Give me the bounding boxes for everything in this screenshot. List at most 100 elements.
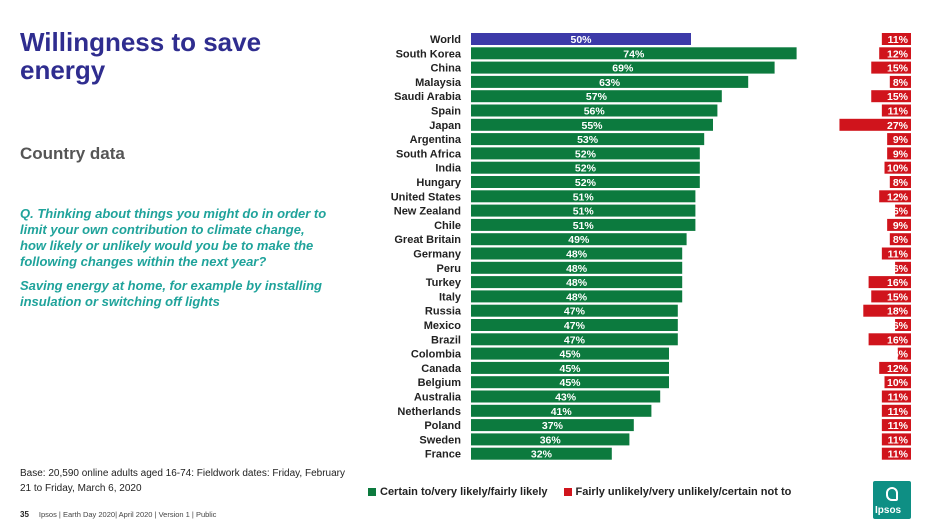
value-label-unlikely-south-africa: 9%: [893, 148, 909, 160]
question-item: Saving energy at home, for example by in…: [20, 278, 322, 309]
bar-likely-mexico: [471, 319, 678, 331]
chart-legend: Certain to/very likely/fairly likely Fai…: [368, 486, 791, 498]
value-label-likely-canada: 45%: [559, 363, 581, 375]
bar-unlikely-australia: [881, 390, 911, 403]
category-label-italy: Italy: [439, 291, 462, 303]
bar-likely-chile: [471, 218, 696, 231]
bar-likely-colombia: [471, 347, 669, 360]
category-label-russia: Russia: [425, 306, 462, 318]
value-label-likely-south-korea: 74%: [623, 48, 645, 60]
value-label-unlikely-sweden: 11%: [888, 434, 909, 446]
value-label-unlikely-russia: 18%: [887, 306, 909, 318]
legend-item-unlikely: Fairly unlikely/very unlikely/certain no…: [563, 486, 792, 498]
bar-likely-china: [471, 61, 775, 74]
bar-likely-netherlands: [471, 404, 652, 417]
bar-unlikely-netherlands: [881, 404, 911, 417]
value-label-likely-china: 69%: [612, 63, 634, 75]
bar-likely-south-korea: [471, 47, 797, 60]
value-label-unlikely-germany: 11%: [888, 249, 909, 261]
bar-unlikely-saudi-arabia: [871, 90, 911, 103]
value-label-likely-spain: 56%: [584, 106, 606, 118]
legend-swatch-unlikely: [563, 488, 572, 496]
footer: 35 Ipsos | Earth Day 2020| April 2020 | …: [20, 510, 216, 519]
category-label-malaysia: Malaysia: [415, 77, 462, 89]
bar-unlikely-russia: [863, 304, 911, 317]
value-label-unlikely-poland: 11%: [888, 420, 909, 432]
bar-unlikely-south-africa: [887, 147, 911, 160]
value-label-unlikely-belgium: 10%: [887, 377, 909, 389]
value-label-unlikely-malaysia: 8%: [893, 77, 909, 89]
value-label-likely-belgium: 45%: [559, 377, 581, 389]
bar-likely-argentina: [471, 133, 705, 146]
bar-unlikely-peru: [895, 261, 911, 274]
value-label-likely-france: 32%: [531, 449, 553, 461]
bar-unlikely-brazil: [868, 333, 911, 346]
value-label-likely-russia: 47%: [564, 306, 586, 318]
value-label-unlikely-spain: 11%: [888, 106, 909, 118]
value-label-unlikely-world: 11%: [888, 34, 909, 46]
bar-unlikely-mexico: [895, 319, 911, 331]
value-label-unlikely-saudi-arabia: 15%: [887, 91, 909, 103]
question-text: Q. Thinking about things you might do in…: [20, 206, 327, 269]
category-label-belgium: Belgium: [418, 377, 462, 389]
bar-unlikely-sweden: [881, 433, 911, 446]
category-label-new-zealand: New Zealand: [394, 206, 461, 218]
bar-unlikely-canada: [879, 361, 911, 374]
page-subtitle: Country data: [20, 144, 125, 163]
bar-likely-spain: [471, 104, 718, 117]
value-label-likely-chile: 51%: [573, 220, 595, 232]
value-label-unlikely-south-korea: 12%: [887, 48, 909, 60]
bar-likely-new-zealand: [471, 204, 696, 217]
value-label-likely-australia: 43%: [555, 392, 577, 404]
category-label-spain: Spain: [431, 106, 461, 118]
bar-likely-germany: [471, 247, 683, 260]
value-label-likely-netherlands: 41%: [551, 406, 573, 418]
value-label-unlikely-china: 15%: [887, 63, 909, 75]
category-label-colombia: Colombia: [411, 349, 462, 361]
value-label-likely-world: 50%: [570, 34, 592, 46]
value-label-unlikely-great-britain: 8%: [893, 234, 909, 246]
bar-likely-japan: [471, 118, 713, 131]
bar-unlikely-japan: [839, 118, 911, 131]
value-label-likely-india: 52%: [575, 163, 597, 175]
category-label-australia: Australia: [414, 392, 462, 404]
page-title: Willingness to save energy: [20, 27, 262, 85]
value-label-unlikely-japan: 27%: [887, 120, 909, 132]
value-label-likely-brazil: 47%: [564, 334, 586, 346]
bar-likely-south-africa: [471, 147, 700, 160]
bar-likely-poland: [471, 419, 634, 432]
value-label-unlikely-australia: 11%: [888, 392, 909, 404]
value-label-likely-saudi-arabia: 57%: [586, 91, 608, 103]
category-label-south-africa: South Africa: [396, 148, 462, 160]
category-label-brazil: Brazil: [431, 334, 461, 346]
category-label-netherlands: Netherlands: [397, 406, 461, 418]
bar-unlikely-new-zealand: [895, 204, 911, 217]
value-label-unlikely-chile: 9%: [893, 220, 909, 232]
value-label-likely-sweden: 36%: [540, 434, 562, 446]
bar-unlikely-chile: [887, 218, 911, 231]
bar-unlikely-colombia: [897, 347, 911, 360]
category-label-china: China: [430, 63, 461, 75]
value-label-unlikely-turkey: 16%: [887, 277, 909, 289]
value-label-likely-south-africa: 52%: [575, 148, 597, 160]
category-label-united-states: United States: [391, 191, 461, 203]
bar-unlikely-hungary: [889, 176, 911, 188]
legend-item-likely: Certain to/very likely/fairly likely: [368, 486, 548, 498]
value-label-likely-mexico: 47%: [564, 320, 586, 332]
legend-swatch-likely: [368, 488, 376, 496]
logo-text: Ipsos: [875, 505, 902, 516]
category-label-hungary: Hungary: [416, 177, 462, 189]
legend-label-unlikely: Fairly unlikely/very unlikely/certain no…: [575, 486, 792, 498]
bar-unlikely-south-korea: [879, 47, 911, 60]
category-label-india: India: [435, 163, 462, 175]
value-label-likely-argentina: 53%: [577, 134, 599, 146]
bar-unlikely-france: [881, 447, 911, 460]
bar-unlikely-turkey: [868, 276, 911, 289]
bar-likely-canada: [471, 361, 669, 374]
bar-likely-malaysia: [471, 75, 749, 88]
bar-likely-united-states: [471, 190, 696, 203]
bar-likely-brazil: [471, 333, 678, 346]
value-label-likely-united-states: 51%: [573, 191, 595, 203]
value-label-unlikely-peru: 6%: [893, 263, 909, 275]
value-label-likely-japan: 55%: [581, 120, 603, 132]
